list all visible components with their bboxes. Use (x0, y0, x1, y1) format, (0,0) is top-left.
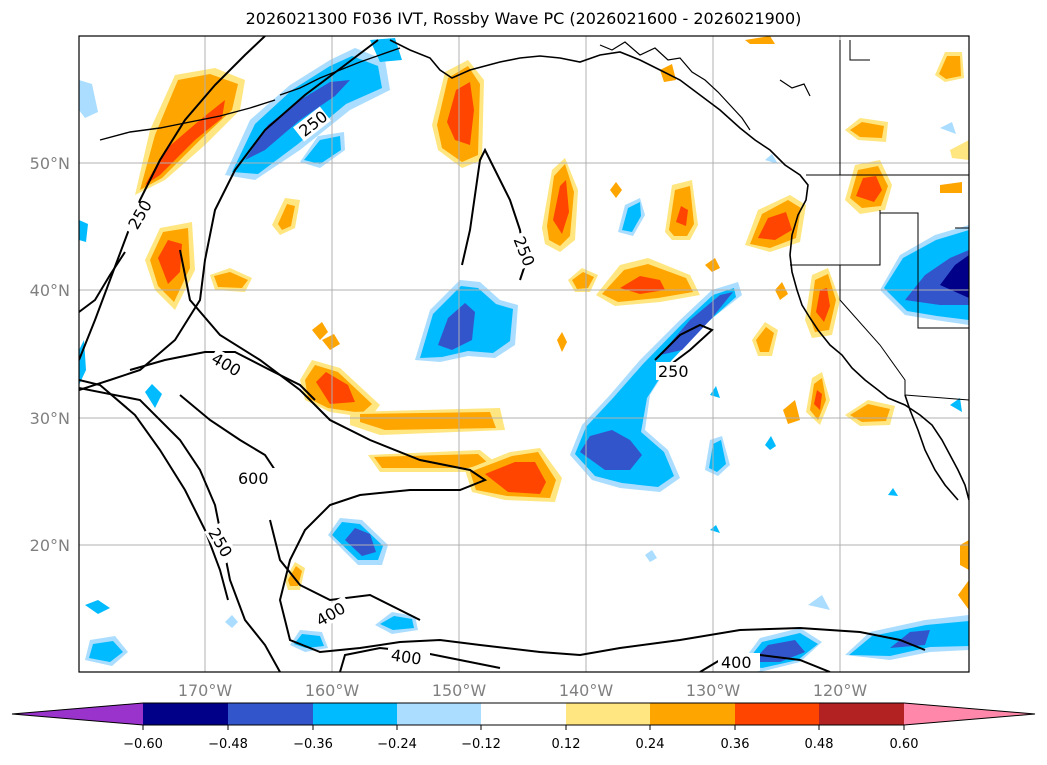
colorbar-tick: −0.24 (377, 737, 417, 752)
colorbar-segment (397, 703, 481, 725)
colorbar-segment (819, 703, 904, 725)
map-frame (78, 35, 970, 673)
ivt-shading (79, 36, 969, 672)
longitude-labels: 170°W 160°W 150°W 140°W 130°W 120°W (178, 681, 868, 700)
colorbar: −0.60 −0.48 −0.36 −0.24 −0.12 0.12 0.24 … (11, 702, 1036, 752)
lon-label: 140°W (559, 681, 614, 700)
colorbar-tick: 0.48 (805, 737, 834, 752)
colorbar-tick: −0.60 (123, 737, 163, 752)
positive-anomalies (135, 36, 969, 610)
contour-label: 400 (390, 646, 423, 669)
map-title: 2026021300 F036 IVT, Rossby Wave PC (202… (245, 9, 802, 28)
lon-label: 150°W (432, 681, 487, 700)
contour-label: 600 (238, 469, 269, 488)
negative-anomalies (79, 38, 969, 672)
lon-label: 160°W (305, 681, 360, 700)
lon-label: 170°W (178, 681, 233, 700)
colorbar-segment (735, 703, 819, 725)
colorbar-extend-max (904, 703, 1035, 725)
latitude-labels: 50°N 40°N 30°N 20°N (30, 154, 70, 555)
lat-label: 30°N (30, 409, 70, 428)
colorbar-segment (566, 703, 650, 725)
lat-label: 20°N (30, 536, 70, 555)
colorbar-segment (313, 703, 397, 725)
colorbar-tick: −0.36 (293, 737, 333, 752)
colorbar-tick: −0.48 (208, 737, 248, 752)
colorbar-tick: −0.12 (461, 737, 501, 752)
colorbar-segment (481, 703, 566, 725)
colorbar-tick: 0.24 (636, 737, 665, 752)
lat-label: 50°N (30, 154, 70, 173)
colorbar-tick: 0.12 (552, 737, 581, 752)
colorbar-extend-min (12, 703, 143, 725)
coastlines (99, 39, 969, 501)
colorbar-tick: 0.36 (721, 737, 750, 752)
colorbar-segment (143, 703, 228, 725)
lat-label: 40°N (30, 281, 70, 300)
contour-label: 400 (721, 653, 752, 672)
colorbar-segment (650, 703, 735, 725)
colorbar-segment (228, 703, 313, 725)
lon-label: 120°W (813, 681, 868, 700)
contour-label: 250 (658, 362, 689, 381)
lon-label: 130°W (686, 681, 741, 700)
colorbar-tick: 0.60 (890, 737, 919, 752)
ivt-contours (79, 36, 926, 672)
